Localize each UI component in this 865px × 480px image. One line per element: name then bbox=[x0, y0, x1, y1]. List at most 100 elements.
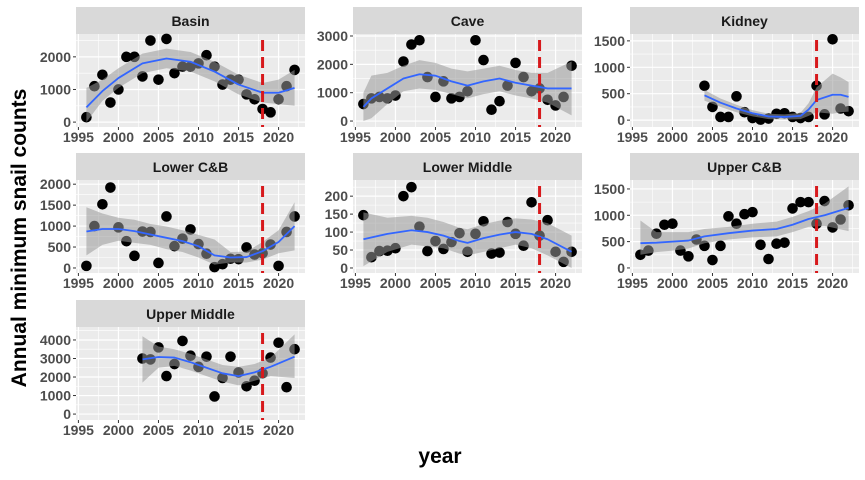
facet-panel-lower-middle: Lower Middle 1995 2000 2005 2010 2015 2020 0 50 1… bbox=[325, 153, 582, 291]
data-point bbox=[398, 190, 409, 202]
x-tick-label: 2010 bbox=[460, 275, 491, 291]
data-point bbox=[209, 391, 220, 402]
y-tick-label: 0 bbox=[63, 260, 71, 276]
data-point bbox=[105, 97, 116, 108]
y-tick-label: 2000 bbox=[40, 369, 71, 385]
data-point bbox=[659, 219, 670, 231]
x-tick-label: 2020 bbox=[540, 129, 571, 145]
y-tick-label: 1500 bbox=[40, 197, 71, 213]
data-point bbox=[97, 69, 108, 81]
data-point bbox=[97, 198, 108, 210]
x-tick-label: 2010 bbox=[460, 129, 491, 145]
data-point bbox=[129, 250, 140, 262]
y-tick-label: 0 bbox=[63, 114, 71, 130]
data-point bbox=[667, 218, 678, 230]
data-point bbox=[699, 80, 710, 92]
x-tick-label: 1995 bbox=[617, 129, 648, 145]
data-point bbox=[779, 237, 790, 248]
x-tick-label: 2015 bbox=[500, 275, 531, 291]
data-point bbox=[209, 261, 220, 273]
x-tick-label: 2005 bbox=[697, 275, 728, 291]
x-tick-label: 1995 bbox=[340, 129, 371, 145]
x-tick-label: 2005 bbox=[143, 129, 174, 145]
x-tick-label: 2005 bbox=[143, 422, 174, 438]
data-point bbox=[161, 370, 172, 382]
x-tick-label: 2015 bbox=[223, 275, 254, 291]
x-tick-label: 2005 bbox=[420, 129, 451, 145]
x-tick-label: 2000 bbox=[103, 422, 134, 438]
data-point bbox=[715, 111, 726, 123]
x-tick-label: 2005 bbox=[697, 129, 728, 145]
confidence-band bbox=[640, 186, 849, 255]
facet-panel-upper-middle: Upper Middle 1995 2000 2005 2010 2015 2020 0 100… bbox=[40, 300, 305, 438]
smooth-line bbox=[85, 57, 295, 109]
smooth-line bbox=[640, 207, 849, 245]
confidence-band bbox=[86, 48, 295, 123]
x-tick-label: 2020 bbox=[263, 275, 294, 291]
y-tick-label: 1000 bbox=[594, 59, 625, 75]
data-point bbox=[486, 248, 497, 259]
facet-title: Cave bbox=[451, 13, 485, 29]
y-tick-label: 1000 bbox=[40, 218, 71, 234]
x-tick-label: 2000 bbox=[103, 129, 134, 145]
facet-strip bbox=[630, 153, 859, 180]
data-point bbox=[731, 91, 742, 102]
y-tick-label: 500 bbox=[602, 234, 626, 250]
data-point bbox=[707, 254, 718, 266]
data-point bbox=[763, 253, 774, 265]
data-point bbox=[486, 104, 497, 116]
data-point bbox=[169, 67, 180, 79]
data-point bbox=[771, 238, 782, 250]
facet-title: Upper C&B bbox=[707, 159, 782, 175]
data-point bbox=[747, 206, 758, 218]
y-tick-label: 500 bbox=[48, 239, 72, 255]
y-tick-label: 0 bbox=[63, 406, 71, 422]
data-point bbox=[510, 57, 521, 69]
x-tick-label: 1995 bbox=[63, 422, 94, 438]
data-point bbox=[422, 245, 433, 257]
x-tick-label: 2010 bbox=[183, 129, 214, 145]
y-tick-label: 100 bbox=[325, 224, 349, 240]
data-point bbox=[526, 196, 537, 208]
data-point bbox=[827, 33, 838, 45]
y-tick-label: 1000 bbox=[40, 388, 71, 404]
facet-panel-upper-c-b: Upper C&B 1995 2000 2005 2010 2015 2020 0 500 100… bbox=[594, 153, 859, 291]
x-tick-label: 2020 bbox=[540, 275, 571, 291]
facet-panel-cave: Cave 1995 2000 2005 2010 2015 2020 0 1000 2000 300… bbox=[317, 7, 582, 145]
y-tick-label: 150 bbox=[325, 206, 349, 222]
x-tick-label: 2010 bbox=[183, 275, 214, 291]
data-point bbox=[406, 39, 417, 50]
x-tick-label: 1995 bbox=[340, 275, 371, 291]
data-point bbox=[446, 93, 457, 104]
x-tick-label: 2005 bbox=[143, 275, 174, 291]
smooth-line bbox=[86, 225, 296, 259]
facet-strip bbox=[353, 7, 582, 34]
x-tick-label: 2010 bbox=[183, 422, 214, 438]
data-point bbox=[265, 107, 276, 118]
facet-strip bbox=[353, 153, 582, 180]
x-tick-label: 2020 bbox=[817, 129, 848, 145]
data-point bbox=[398, 56, 409, 67]
y-axis-title: Annual minimum snail counts bbox=[8, 89, 31, 388]
data-point bbox=[153, 257, 164, 269]
y-tick-label: 2000 bbox=[40, 176, 71, 192]
data-point bbox=[715, 240, 726, 252]
data-point bbox=[273, 337, 284, 349]
x-tick-label: 2000 bbox=[380, 275, 411, 291]
y-tick-label: 0 bbox=[340, 260, 348, 276]
y-tick-label: 1500 bbox=[594, 33, 625, 49]
smooth-line bbox=[362, 73, 572, 108]
y-tick-label: 2000 bbox=[317, 56, 348, 72]
x-tick-label: 2000 bbox=[657, 129, 688, 145]
y-tick-label: 3000 bbox=[40, 350, 71, 366]
data-point bbox=[177, 335, 188, 347]
data-point bbox=[494, 95, 505, 107]
y-tick-label: 1000 bbox=[594, 207, 625, 223]
data-point bbox=[723, 211, 734, 222]
x-tick-label: 1995 bbox=[63, 275, 94, 291]
x-tick-label: 2010 bbox=[737, 129, 768, 145]
confidence-band bbox=[86, 202, 295, 265]
data-point bbox=[430, 91, 441, 103]
data-point bbox=[153, 74, 164, 85]
